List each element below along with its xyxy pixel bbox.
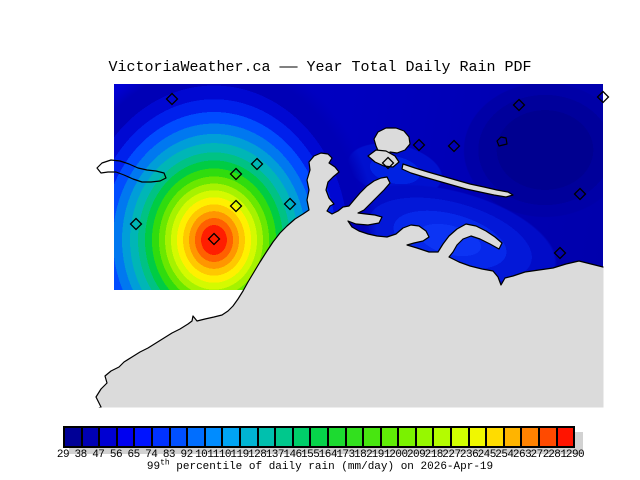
colorbar-cell [65, 428, 83, 446]
colorbar-cell [100, 428, 118, 446]
caption-value: 99 [146, 461, 161, 473]
colorbar-tick-label: 173 [336, 449, 355, 461]
colorbar-cell [205, 428, 224, 446]
colorbar-cell [346, 428, 365, 446]
colorbar-cell [170, 428, 189, 446]
colorbar-tick-label: 74 [145, 449, 158, 461]
colorbar-cell [223, 428, 241, 446]
station-marker-icon [229, 199, 243, 213]
colorbar-cell [504, 428, 523, 446]
colorbar-cell [364, 428, 382, 446]
colorbar [63, 426, 575, 448]
colorbar-cell [469, 428, 488, 446]
colorbar-tick-label: 254 [495, 449, 514, 461]
colorbar-tick-label: 137 [265, 449, 285, 461]
page-title: VictoriaWeather.ca —— Year Total Daily R… [108, 59, 532, 76]
colorbar-caption: 99th percentile of daily rain (mm/day) o… [0, 458, 640, 473]
colorbar-cell [328, 428, 347, 446]
colorbar-cell [434, 428, 453, 446]
caption-ordinal-suffix: th [160, 458, 170, 468]
colorbar-tick-label: 209 [406, 449, 426, 461]
colorbar-tick-label: 38 [74, 449, 88, 461]
colorbar-tick-label: 245 [477, 449, 497, 461]
colorbar-cell [416, 428, 435, 446]
island-thin-east [401, 163, 514, 198]
colorbar-tick-label: 200 [389, 449, 408, 461]
colorbar-cell [152, 428, 171, 446]
colorbar-cell [276, 428, 294, 446]
station-marker-icon [165, 92, 179, 106]
station-marker-icon [129, 217, 143, 231]
colorbar-tick-label: 272 [530, 449, 550, 461]
colorbar-cell [240, 428, 259, 446]
colorbar-cell [311, 428, 329, 446]
colorbar-tick-label: 218 [424, 449, 444, 461]
colorbar-tick-label: 92 [180, 449, 193, 461]
colorbar-tick-label: 290 [565, 449, 585, 461]
colorbar-tick-label: 182 [353, 449, 373, 461]
mainland-landmass [95, 152, 604, 408]
station-marker-icon [596, 90, 610, 104]
colorbar-cell [188, 428, 206, 446]
colorbar-cell [399, 428, 417, 446]
island-outline-west [96, 159, 167, 183]
station-marker-icon [512, 98, 526, 112]
colorbar-tick-label: 146 [283, 449, 302, 461]
colorbar-tick-label: 47 [92, 449, 105, 461]
station-marker-icon [229, 167, 243, 181]
colorbar-tick-label: 263 [512, 449, 532, 461]
colorbar-tick-label: 101 [195, 449, 214, 461]
colorbar-cell [293, 428, 312, 446]
colorbar-tick-label: 56 [109, 449, 123, 461]
colorbar-tick-label: 65 [127, 449, 141, 461]
colorbar-tick-label: 128 [248, 449, 267, 461]
station-marker-icon [573, 187, 587, 201]
colorbar-tick-label: 191 [371, 449, 391, 461]
station-marker-icon [447, 139, 461, 153]
colorbar-cell [135, 428, 153, 446]
colorbar-tick-label: 281 [548, 449, 567, 461]
colorbar-tick-label: 110 [212, 449, 232, 461]
station-markers [129, 90, 610, 260]
colorbar-cell [452, 428, 470, 446]
colorbar-cell [522, 428, 541, 446]
island-thin-west [367, 149, 400, 168]
colorbar-tick-label: 227 [442, 449, 461, 461]
station-marker-icon [207, 232, 221, 246]
caption-text: percentile of daily rain (mm/day) on 202… [169, 461, 494, 473]
colorbar-cell [117, 428, 136, 446]
colorbar-cell [381, 428, 400, 446]
colorbar-tick-label: 29 [56, 449, 70, 461]
colorbar-tick-label: 236 [459, 449, 479, 461]
colorbar-cell [557, 428, 574, 446]
station-marker-icon [381, 156, 395, 170]
colorbar-cell [540, 428, 558, 446]
station-marker-icon [412, 138, 426, 152]
colorbar-tick-label: 155 [301, 449, 320, 461]
colorbar-cell [258, 428, 277, 446]
colorbar-cell [82, 428, 101, 446]
station-marker-icon [250, 157, 264, 171]
station-marker-icon [553, 246, 567, 260]
islet-outline-east [496, 136, 508, 147]
colorbar-tick-label: 119 [230, 449, 249, 461]
colorbar-tick-label: 83 [162, 449, 176, 461]
colorbar-cell [487, 428, 505, 446]
station-marker-icon [283, 197, 297, 211]
colorbar-tick-label: 164 [318, 449, 338, 461]
